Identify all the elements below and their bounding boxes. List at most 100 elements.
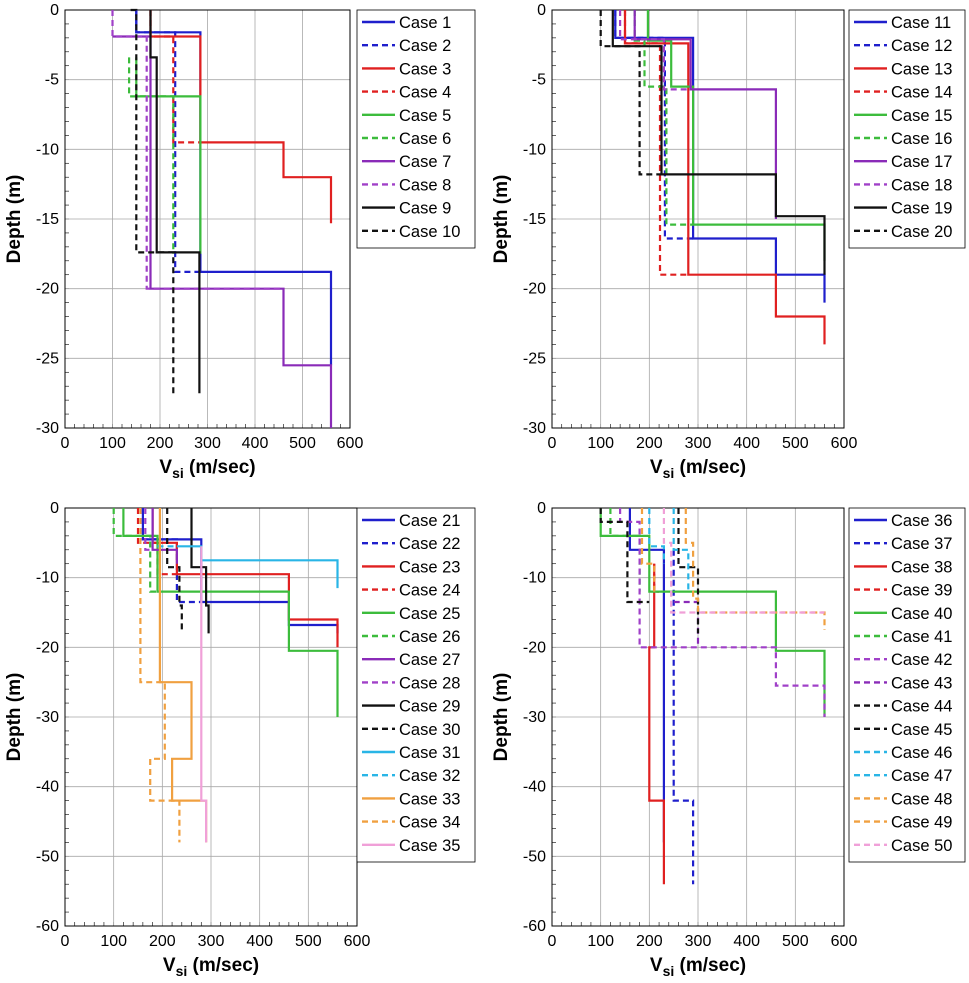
legend-label: Case 44 (891, 698, 952, 716)
legend-label: Case 1 (399, 14, 451, 32)
x-axis-label: Vsi (m/sec) (650, 955, 746, 979)
legend: Case 36 Case 37 Case 38 Case 39 Case 40 Case … (848, 507, 966, 863)
x-tick-label: 0 (61, 933, 70, 950)
series-line-case-18 (619, 10, 691, 91)
series-line-case-22 (141, 508, 202, 604)
y-tick-label: -15 (523, 211, 546, 228)
legend-label: Case 46 (891, 744, 952, 762)
plot-area (64, 9, 351, 429)
x-tick-label: 600 (831, 435, 858, 452)
y-tick-label: -20 (36, 639, 59, 656)
legend-label: Case 47 (891, 767, 952, 785)
series-line-case-47 (672, 508, 690, 592)
series-line-case-38 (648, 563, 665, 885)
legend-label: Case 9 (399, 200, 451, 218)
legend-label: Case 49 (891, 814, 952, 832)
y-tick-label: -25 (523, 350, 546, 367)
chart-panel-top-left: 0 100 200 300 400 500 600 0 -5 -10 -15 -20 -25 -30 Vsi… (4, 2, 476, 481)
plot-area (551, 507, 845, 927)
legend-label: Case 21 (399, 512, 460, 530)
legend-label: Case 2 (399, 37, 451, 55)
x-tick-label: 400 (733, 435, 760, 452)
legend-label: Case 12 (891, 37, 952, 55)
legend: Case 21 Case 22 Case 23 Case 24 Case 25 Case … (356, 507, 476, 863)
y-tick-label: -20 (36, 281, 59, 298)
legend-label: Case 7 (399, 153, 451, 171)
legend-label: Case 26 (399, 628, 460, 646)
legend-label: Case 11 (891, 14, 951, 32)
y-tick-label: -30 (523, 709, 546, 726)
y-tick-label: -5 (532, 72, 546, 89)
series-line-case-46 (648, 508, 665, 564)
legend-label: Case 15 (891, 107, 952, 125)
legend-label: Case 22 (399, 535, 460, 553)
x-tick-label: 300 (194, 435, 221, 452)
series-line-case-50 (662, 508, 825, 614)
legend-label: Case 40 (891, 605, 952, 623)
legend-label: Case 16 (891, 130, 952, 148)
legend-label: Case 34 (399, 814, 460, 832)
x-tick-label: 0 (61, 435, 70, 452)
y-axis-label: Depth (m) (4, 175, 25, 264)
y-tick-label: 0 (50, 500, 59, 517)
y-tick-label: -30 (36, 420, 59, 437)
x-tick-label: 100 (100, 933, 127, 950)
series-line-case-40 (599, 508, 826, 717)
legend-label: Case 48 (891, 790, 952, 808)
plot-area (551, 9, 845, 429)
series-line-case-4 (149, 10, 201, 144)
y-tick-label: -20 (523, 639, 546, 656)
series-line-case-3 (149, 10, 333, 224)
legend-label: Case 14 (891, 84, 952, 102)
series-line-case-26 (112, 508, 158, 593)
series-line-case-7 (112, 35, 333, 428)
x-tick-label: 400 (733, 933, 760, 950)
x-tick-label: 0 (548, 435, 557, 452)
legend-label: Case 39 (891, 582, 952, 600)
series-line-case-48 (640, 508, 656, 592)
y-tick-label: -30 (36, 709, 59, 726)
chart-panel-bottom-right: 0 100 200 300 400 500 600 0 -10 -20 -30 -40 -50 -60 Vs… (491, 500, 966, 979)
series-line-case-29 (190, 508, 210, 634)
legend-label: Case 19 (891, 200, 952, 218)
y-tick-label: -60 (36, 918, 59, 935)
series-line-case-35 (200, 546, 208, 843)
y-tick-label: 0 (537, 500, 546, 517)
x-tick-label: 400 (242, 435, 269, 452)
y-tick-label: -5 (45, 72, 59, 89)
series-line-case-36 (628, 508, 665, 843)
x-tick-label: 200 (636, 933, 663, 950)
y-tick-label: -60 (523, 918, 546, 935)
x-tick-label: 300 (685, 933, 712, 950)
series-line-case-15 (646, 10, 826, 261)
y-tick-label: -10 (36, 570, 59, 587)
series-line-case-10 (130, 8, 175, 394)
x-tick-label: 600 (337, 435, 364, 452)
y-tick-label: -10 (523, 570, 546, 587)
y-axis-label: Depth (m) (491, 175, 512, 264)
chart-panel-top-right: 0 100 200 300 400 500 600 0 -5 -10 -15 -20 -25 -30 Vsi… (491, 2, 966, 481)
legend-label: Case 13 (891, 60, 952, 78)
legend-label: Case 8 (399, 176, 451, 194)
legend-label: Case 28 (399, 674, 460, 692)
legend-label: Case 25 (399, 605, 460, 623)
series-line-case-27 (151, 508, 178, 564)
legend-label: Case 50 (891, 837, 952, 855)
legend-label: Case 20 (891, 223, 952, 241)
y-tick-label: -40 (523, 779, 546, 796)
legend-label: Case 36 (891, 512, 952, 530)
legend-label: Case 42 (891, 651, 952, 669)
x-axis-label: Vsi (m/sec) (650, 457, 746, 481)
series-line-case-1 (135, 10, 333, 366)
legend-label: Case 35 (399, 837, 460, 855)
y-tick-label: -30 (523, 420, 546, 437)
legend-label: Case 3 (399, 60, 451, 78)
y-axis-label: Depth (m) (4, 673, 25, 762)
legend-label: Case 29 (399, 698, 460, 716)
legend-label: Case 17 (891, 153, 952, 171)
x-tick-label: 200 (147, 435, 174, 452)
series-line-case-8 (111, 10, 284, 290)
series-line-case-45 (677, 508, 700, 634)
y-tick-label: -50 (36, 848, 59, 865)
legend: Case 11 Case 12 Case 13 Case 14 Case 15 Case … (848, 9, 966, 249)
